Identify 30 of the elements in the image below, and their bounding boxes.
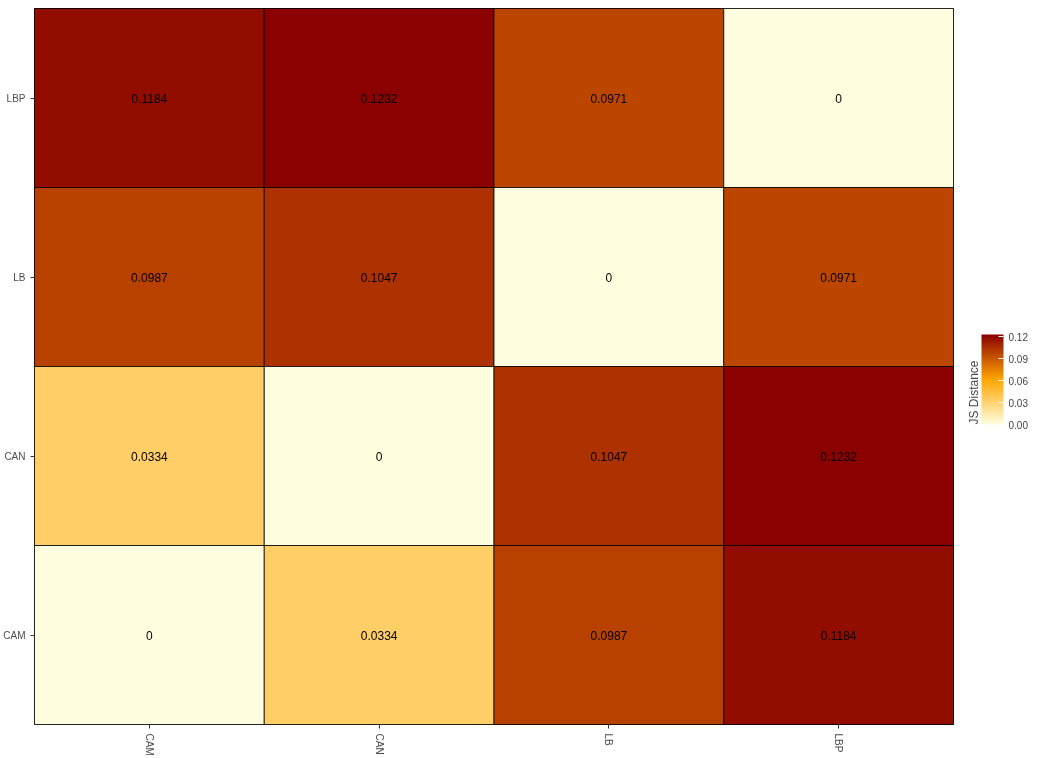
color-bar-label: 0.12 <box>1008 331 1029 343</box>
x-tick-label: LB <box>603 733 615 747</box>
data-label: 0.0334 <box>360 628 398 643</box>
data-label: 0.1232 <box>360 91 398 106</box>
data-label: 0 <box>146 628 154 643</box>
y-tick-label: LB <box>13 271 26 283</box>
data-label: 0.0971 <box>820 270 858 285</box>
data-label: 0.1047 <box>360 270 398 285</box>
color-bar-label: 0.03 <box>1008 397 1029 409</box>
y-tick-label: CAN <box>4 450 26 462</box>
x-tick-label: CAN <box>373 733 385 755</box>
data-label: 0.0971 <box>590 91 628 106</box>
x-tick-label: LBP <box>833 733 845 753</box>
data-label: 0.0987 <box>131 270 169 285</box>
data-label: 0.0987 <box>590 628 628 643</box>
color-bar-label: 0.00 <box>1008 419 1029 431</box>
y-tick-label: CAM <box>3 629 26 641</box>
color-bar-title: JS Distance <box>966 360 981 425</box>
data-label: 0.1232 <box>820 449 858 464</box>
data-label: 0.1184 <box>131 91 168 106</box>
data-label: 0 <box>375 449 383 464</box>
data-label: 0.1184 <box>820 628 857 643</box>
color-bar-label: 0.06 <box>1008 375 1029 387</box>
data-label: 0.0334 <box>131 449 169 464</box>
data-label: 0 <box>835 91 843 106</box>
data-label: 0.1047 <box>590 449 628 464</box>
x-tick-label: CAM <box>143 733 155 756</box>
y-tick-label: LBP <box>6 92 26 104</box>
color-bar-label: 0.09 <box>1008 353 1029 365</box>
data-label: 0 <box>605 270 613 285</box>
